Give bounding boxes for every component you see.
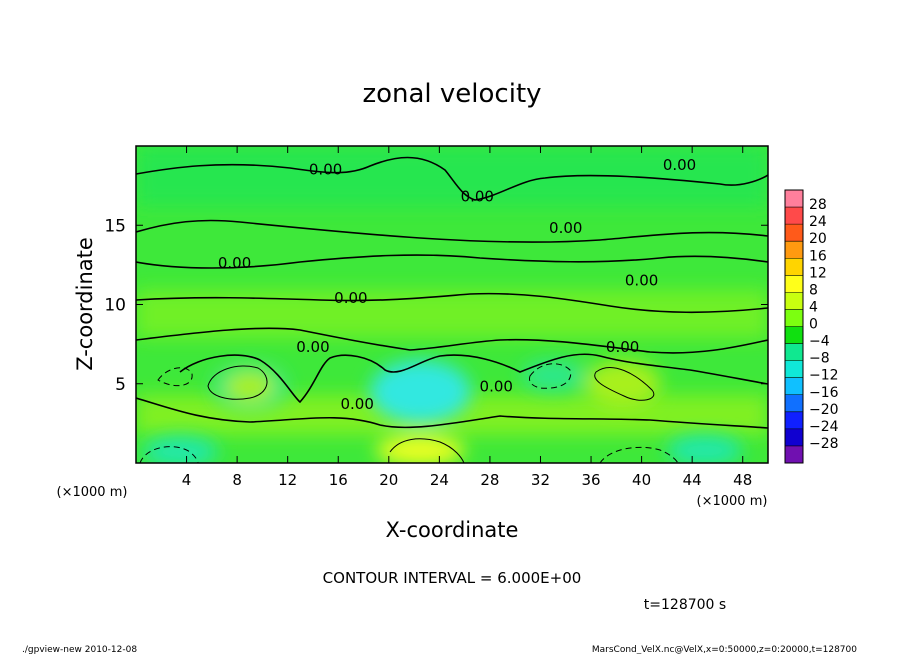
colorbar-label-2: 20 <box>809 231 827 247</box>
colorbar-swatch-1 <box>785 207 803 225</box>
contour-label-0: 0.00 <box>309 161 342 179</box>
colorbar-label-3: 16 <box>809 248 827 264</box>
y-axis: 5 10 15 <box>104 216 768 395</box>
contour-label-5: 0.00 <box>625 271 658 289</box>
contour-label-6: 0.00 <box>334 289 367 307</box>
contour-negative-bottom-left <box>139 446 199 463</box>
colorbar-swatch-10 <box>785 360 803 379</box>
region-negative-0 <box>142 436 219 463</box>
colorbar-label-5: 8 <box>809 282 818 298</box>
region-positive-6 <box>584 359 661 408</box>
x-tick-label-4: 4 <box>182 471 192 489</box>
region-positive-2 <box>224 371 276 403</box>
x-tick-label-20: 20 <box>379 471 398 489</box>
x-axis-label: X-coordinate <box>386 518 519 542</box>
colorbar-swatch-7 <box>785 309 803 327</box>
contour-lines <box>136 156 768 463</box>
colorbar-label-1: 24 <box>809 214 827 230</box>
colorbar-label-11: −16 <box>809 385 839 401</box>
x-tick-label-12: 12 <box>278 471 297 489</box>
colorbar-swatch-6 <box>785 292 803 310</box>
upper-band <box>136 146 768 206</box>
region-negative-3 <box>369 359 471 424</box>
region-positive-4 <box>376 434 465 463</box>
colorbar-swatch-15 <box>785 445 803 464</box>
contour-label-4: 0.00 <box>218 254 251 272</box>
anomaly-regions <box>142 359 743 463</box>
x-tick-label-16: 16 <box>329 471 348 489</box>
contour-positive-bottom <box>389 438 465 463</box>
contour-label-1: 0.00 <box>461 187 494 205</box>
contour-line-upper-mid <box>136 219 768 243</box>
x-axis: 4 8 12 16 20 24 28 32 36 40 44 48 <box>182 146 752 489</box>
colorbar-swatch-3 <box>785 241 803 259</box>
y-tick-label-10: 10 <box>104 296 126 316</box>
region-negative-5 <box>521 359 585 392</box>
contour-negative-mid <box>529 363 572 389</box>
footer-left: ./gpview-new 2010-12-08 <box>22 645 137 654</box>
velocity-field <box>136 146 768 463</box>
x-tick-label-44: 44 <box>683 471 702 489</box>
contour-negative-bottom-right <box>599 446 679 463</box>
contour-line-center <box>136 292 768 314</box>
x-tick-label-36: 36 <box>581 471 600 489</box>
contour-label-7: 0.00 <box>296 338 329 356</box>
colorbar-label-13: −24 <box>809 419 839 435</box>
footer-right: MarsCond_VelX.nc@VelX,x=0:50000,z=0:2000… <box>592 645 857 654</box>
colorbar-swatch-5 <box>785 275 803 293</box>
contour-interval-text: CONTOUR INTERVAL = 6.000E+00 <box>323 569 582 587</box>
contour-label-3: 0.00 <box>549 219 582 237</box>
x-tick-label-24: 24 <box>430 471 449 489</box>
contour-labels: 0.00 0.00 0.00 0.00 0.00 0.00 0.00 0.00 0.00 0.00… <box>218 156 696 413</box>
colorbar-swatch-12 <box>785 394 803 413</box>
colorbar-swatch-4 <box>785 258 803 276</box>
colorbar-swatch-0 <box>785 190 803 208</box>
contour-positive-right <box>594 367 655 401</box>
contour-negative-left <box>157 367 193 387</box>
time-text: t=128700 s <box>644 597 726 613</box>
colorbar-label-9: −8 <box>809 351 830 367</box>
colorbar-label-7: 0 <box>809 317 818 333</box>
contour-line-lower <box>136 397 768 429</box>
colorbar-label-10: −12 <box>809 368 839 384</box>
x-tick-label-48: 48 <box>733 471 752 489</box>
colorbar-swatch-9 <box>785 343 803 362</box>
x-tick-label-8: 8 <box>232 471 242 489</box>
chart-title: zonal velocity <box>362 79 541 109</box>
x-tick-label-32: 32 <box>531 471 550 489</box>
region-negative-7 <box>666 434 743 463</box>
colorbar-swatch-8 <box>785 326 803 345</box>
contour-line-upper <box>136 156 768 201</box>
x-unit-right: (×1000 m) <box>697 494 768 509</box>
x-tick-label-28: 28 <box>480 471 499 489</box>
contour-line-mid <box>136 254 768 269</box>
colorbar-label-0: 28 <box>809 197 827 213</box>
colorbar-label-4: 12 <box>809 265 827 281</box>
colorbar-swatch-13 <box>785 411 803 430</box>
x-unit-left: (×1000 m) <box>57 485 128 500</box>
colorbar-swatch-14 <box>785 428 803 447</box>
y-axis-label: Z-coordinate <box>73 237 97 371</box>
colorbar-label-8: −4 <box>809 334 830 350</box>
x-tick-label-40: 40 <box>632 471 651 489</box>
contour-label-9: 0.00 <box>480 378 513 396</box>
y-tick-label-5: 5 <box>115 375 126 395</box>
colorbar-swatch-11 <box>785 377 803 396</box>
contour-positive-left <box>207 365 268 400</box>
contour-line-lower-mid <box>136 327 768 354</box>
contour-label-2: 0.00 <box>663 156 696 174</box>
y-tick-label-15: 15 <box>104 216 126 236</box>
contour-label-10: 0.00 <box>340 395 373 413</box>
colorbar-label-12: −20 <box>809 402 839 418</box>
colorbar-label-14: −28 <box>809 436 839 452</box>
colorbar-swatch-2 <box>785 224 803 242</box>
contour-label-8: 0.00 <box>606 338 639 356</box>
contour-line-eddies <box>179 353 768 404</box>
colorbar-label-6: 4 <box>809 299 818 315</box>
